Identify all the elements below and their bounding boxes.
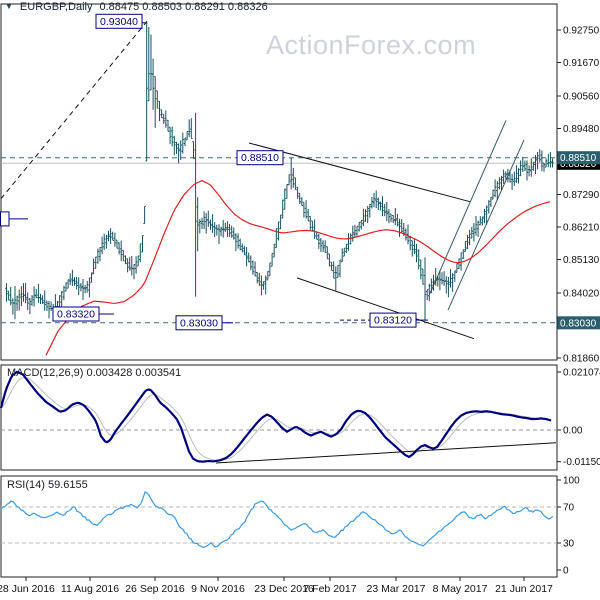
date-axis[interactable]: 28 Jun 2016 11 Aug 2016 26 Sep 2016 9 Nov 2… [0,577,553,595]
price-labels[interactable]: 0.93040 0.88510 0.83320 0.83030 0.83120 [0,13,429,331]
macd-signal-line [0,376,552,461]
rising-channel-left[interactable] [429,120,507,294]
macd-ascending-trendline[interactable] [215,442,557,464]
macd-tick-label: 0.021074 [563,367,600,378]
price-label-box[interactable] [236,150,284,166]
rising-channel-right[interactable] [447,139,525,311]
moving-average-line [45,179,551,356]
chart-title: ▼ EURGBP,Daily 0.88475 0.88503 0.88291 0… [5,1,268,13]
macd-tick-label: -0.011507 [563,457,600,468]
rsi-tick-label: 100 [563,476,580,487]
trendlines[interactable] [0,20,525,340]
date-label: 26 Sep 2016 [125,583,185,595]
price-label-box[interactable] [369,312,417,328]
rsi-tick-label: 70 [563,503,575,514]
price-tick-label: 0.87290 [563,190,600,201]
rsi-pane [0,491,557,549]
price-tick-label: 0.81860 [563,354,600,365]
clipped-price-label-box[interactable] [0,211,10,227]
macd-axis[interactable]: 0.021074 0.00 -0.011507 [557,367,600,468]
price-tick-label: 0.89480 [563,124,600,135]
level-price-axis-tag [557,316,600,330]
rsi-line [0,491,554,549]
rsi-tick-label: 30 [563,539,575,550]
macd-pane [0,370,557,464]
date-label: 21 Jun 2017 [495,583,553,595]
price-label-box[interactable] [95,13,143,29]
price-tick-label: 0.92750 [563,26,600,37]
date-label: 7 Feb 2017 [303,583,356,595]
symbol-period-label: EURGBP,Daily [19,1,93,13]
watermark: ActionForex.com [266,30,477,60]
date-label: 28 Jun 2016 [0,583,55,595]
date-label: 8 May 2017 [433,583,488,595]
rsi-tick-label: 0 [563,566,569,577]
axis-tag-text: 0.88326 [560,159,597,170]
price-tick-label: 0.91670 [563,58,600,69]
symbol-dropdown-icon[interactable]: ▼ [5,2,13,11]
ma-group [45,179,551,356]
price-label-text: 0.88510 [241,152,279,164]
price-tick-label: 0.86210 [563,222,600,233]
price-label-box[interactable] [52,306,100,322]
price-tick-label: 0.85130 [563,255,600,266]
price-tick-label: 0.90560 [563,91,600,102]
descending-resistance-trendline[interactable] [248,142,471,203]
rsi-indicator-label: RSI(14) 59.6155 [7,479,88,491]
price-label-text: 0.83120 [374,315,412,327]
ohlc-readout: 0.88475 0.88503 0.88291 0.88326 [99,1,268,13]
ascending-dashed-trendline[interactable] [0,20,148,200]
macd-tick-label: 0.00 [563,426,583,437]
descending-support-trendline[interactable] [296,277,475,340]
level-price-axis-tag [557,151,600,165]
price-tick-label: 0.84020 [563,288,600,299]
axis-tag-text: 0.88510 [560,153,597,164]
pane-borders [0,3,558,578]
date-label: 11 Aug 2016 [61,583,119,595]
price-bars [5,21,554,321]
macd-indicator-label: MACD(12,26,9) 0.003428 0.003541 [7,367,182,379]
axis-tag-text: 0.83030 [560,318,597,329]
date-label: 23 Dec 2016 [254,583,314,595]
rsi-axis[interactable]: 100 70 30 0 [557,476,580,577]
date-label: 23 Mar 2017 [367,583,426,595]
price-label-text: 0.83030 [180,317,218,329]
price-label-text: 0.93040 [100,16,138,28]
price-axis[interactable]: 0.92750 0.91670 0.90560 0.89480 0.87290 0.862… [557,26,600,365]
macd-main-line [0,370,552,463]
price-label-box[interactable] [175,315,223,331]
price-label-text: 0.83320 [57,309,95,321]
date-label: 9 Nov 2016 [191,583,245,595]
